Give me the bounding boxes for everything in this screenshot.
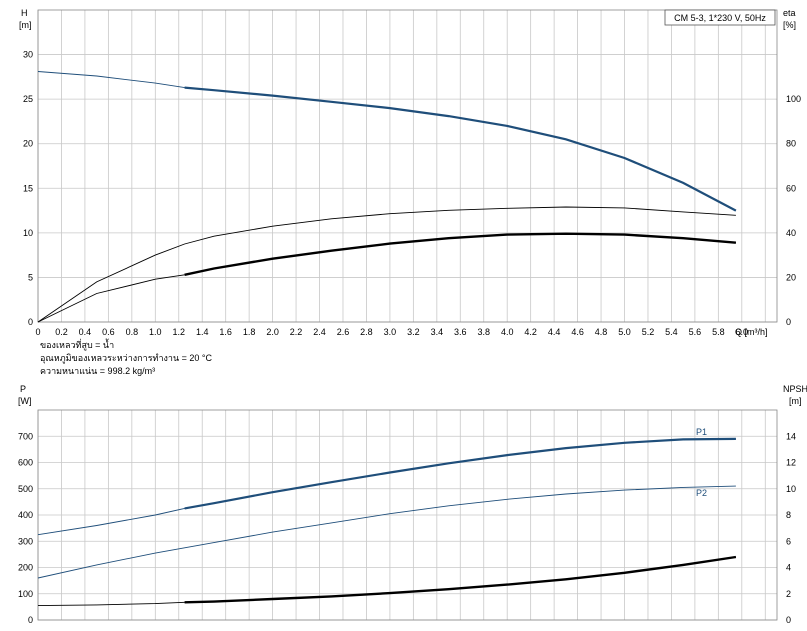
bottom-chart-y2-tick-label: 14 <box>786 431 796 441</box>
bottom-chart-y-tick-label: 200 <box>18 563 33 573</box>
note-density: ความหนาแน่น = 998.2 kg/m³ <box>40 366 155 376</box>
bottom-y-axis-unit: [W] <box>18 396 32 406</box>
x-tick-label: 4.6 <box>571 327 584 337</box>
top-chart-y-tick-label: 25 <box>23 94 33 104</box>
bottom-chart-y2-tick-label: 6 <box>786 536 791 546</box>
bottom-chart-y-tick-label: 600 <box>18 458 33 468</box>
top-chart-y-tick-label: 15 <box>23 183 33 193</box>
bottom-chart-series-2-line <box>37 556 736 607</box>
x-tick-label: 3.2 <box>407 327 420 337</box>
top-y-axis-label: H <box>21 8 28 18</box>
top-y2-axis-unit: [%] <box>783 20 796 30</box>
top-chart-y2-tick-label: 20 <box>786 272 796 282</box>
x-tick-label: 1.6 <box>219 327 232 337</box>
x-tick-label: 0.2 <box>55 327 68 337</box>
top-chart-y-tick-label: 10 <box>23 228 33 238</box>
x-tick-label: 0.6 <box>102 327 115 337</box>
top-chart-frame <box>37 9 778 323</box>
x-tick-label: 5.6 <box>689 327 702 337</box>
x-tick-label: 3.0 <box>384 327 397 337</box>
series-label-p2: P2 <box>696 488 707 498</box>
note-fluid: ของเหลวที่สูบ = น้ำ <box>40 338 114 351</box>
top-chart-y-tick-label: 0 <box>28 317 33 327</box>
top-chart-series-0-line <box>37 71 737 211</box>
bottom-chart-y2-tick-label: 4 <box>786 563 791 573</box>
bottom-chart-y2-tick-label: 10 <box>786 484 796 494</box>
bottom-chart-y-tick-label: 700 <box>18 431 33 441</box>
bottom-chart-y2-tick-label: 2 <box>786 589 791 599</box>
x-tick-label: 2.0 <box>266 327 279 337</box>
x-tick-label: 2.6 <box>337 327 350 337</box>
x-tick-label: 4.8 <box>595 327 608 337</box>
top-chart-y-tick-label: 20 <box>23 139 33 149</box>
bottom-chart-series-0-line <box>37 438 736 536</box>
x-tick-label: 5.8 <box>712 327 725 337</box>
x-tick-label: 5.4 <box>665 327 678 337</box>
bottom-chart-series-2-duty-line <box>184 555 737 604</box>
x-tick-label: 5.0 <box>618 327 631 337</box>
top-y-axis-unit: [m] <box>19 20 32 30</box>
bottom-y2-axis-unit: [m] <box>789 396 802 406</box>
bottom-chart-y2-tick-label: 8 <box>786 510 791 520</box>
x-tick-label: 2.4 <box>313 327 326 337</box>
bottom-y-axis-label: P <box>20 384 26 394</box>
bottom-chart-y-tick-label: 500 <box>18 484 33 494</box>
x-tick-label: 3.6 <box>454 327 467 337</box>
bottom-chart-y-tick-label: 400 <box>18 510 33 520</box>
top-chart-y-tick-label: 30 <box>23 50 33 60</box>
x-tick-label: 4.0 <box>501 327 514 337</box>
bottom-chart-y-tick-label: 100 <box>18 589 33 599</box>
x-tick-label: 0.4 <box>79 327 92 337</box>
x-tick-label: 3.4 <box>431 327 444 337</box>
chart-title: CM 5-3, 1*230 V, 50Hz <box>674 13 766 23</box>
top-chart-y2-tick-label: 80 <box>786 139 796 149</box>
x-tick-label: 2.2 <box>290 327 303 337</box>
x-tick-label: 1.2 <box>173 327 186 337</box>
top-chart-y2-tick-label: 40 <box>786 228 796 238</box>
x-tick-label: 3.8 <box>477 327 490 337</box>
x-tick-label: 1.4 <box>196 327 209 337</box>
x-tick-label: 1.0 <box>149 327 162 337</box>
series-label-p1: P1 <box>696 427 707 437</box>
top-chart-grid <box>37 9 778 323</box>
top-chart-y2-tick-label: 0 <box>786 317 791 327</box>
bottom-y2-axis-label: NPSH <box>783 384 807 394</box>
top-chart-y2-tick-label: 100 <box>786 94 801 104</box>
top-chart-series-1-line <box>37 206 736 323</box>
top-chart-series-2-line <box>37 233 736 323</box>
top-chart-series-0-duty-line <box>184 86 737 212</box>
curves-layer <box>37 71 737 607</box>
x-tick-label: 4.4 <box>548 327 561 337</box>
x-tick-label: 0 <box>35 327 40 337</box>
bottom-chart-series-1-line <box>37 485 736 579</box>
bottom-chart-frame <box>37 409 778 621</box>
x-tick-label: 6.0 <box>736 327 749 337</box>
bottom-chart-grid <box>37 409 778 621</box>
bottom-chart-series-0-duty-line <box>184 437 736 510</box>
x-tick-label: 0.8 <box>126 327 139 337</box>
top-chart-series-2-duty-line <box>184 232 737 276</box>
x-axis-label: Q [m³/h] <box>735 327 768 337</box>
top-chart-y-tick-label: 5 <box>28 272 33 282</box>
bottom-chart-y2-tick-label: 0 <box>786 615 791 625</box>
x-tick-label: 2.8 <box>360 327 373 337</box>
x-tick-label: 4.2 <box>524 327 537 337</box>
chart-title-box <box>664 9 776 26</box>
x-tick-label: 1.8 <box>243 327 256 337</box>
bottom-chart-y2-tick-label: 12 <box>786 458 796 468</box>
bottom-chart-y-tick-label: 0 <box>28 615 33 625</box>
x-tick-label: 5.2 <box>642 327 655 337</box>
note-temperature: อุณหภูมิของเหลวระหว่างการทำงาน = 20 °C <box>40 353 212 364</box>
bottom-chart-y-tick-label: 300 <box>18 536 33 546</box>
top-y2-axis-label: eta <box>783 8 796 18</box>
top-chart-y2-tick-label: 60 <box>786 183 796 193</box>
